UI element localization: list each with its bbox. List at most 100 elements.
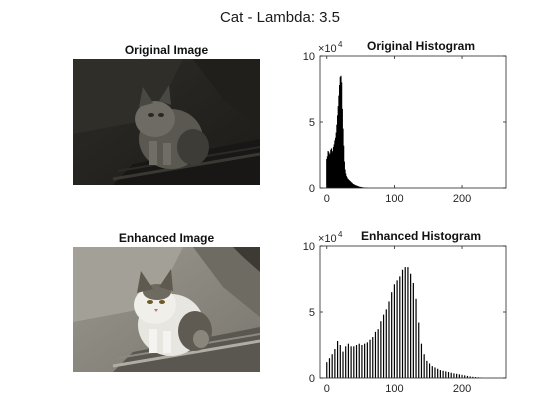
original-image-title: Original Image — [124, 43, 209, 57]
enhanced-histogram-bar — [426, 360, 428, 378]
enhanced-histogram-bar — [445, 371, 447, 378]
original-histogram-ytick-label: 10 — [303, 51, 315, 63]
original-histogram-ytick-label: 0 — [309, 183, 315, 195]
original-histogram-bar — [354, 185, 356, 188]
original-histogram-bar — [339, 77, 341, 188]
original-histogram-bar — [341, 108, 343, 188]
original-histogram-bar — [328, 152, 330, 188]
enhanced-histogram-bar — [431, 366, 433, 378]
enhanced-histogram-bar — [331, 354, 333, 378]
enhanced-histogram-bar — [391, 292, 393, 378]
enhanced-histogram-bar — [353, 346, 355, 378]
enhanced-histogram-bar — [464, 375, 466, 378]
original-histogram-bar — [360, 187, 362, 188]
enhanced-histogram-bar — [326, 362, 328, 378]
original-histogram-bar — [355, 185, 357, 188]
original-histogram-bar — [342, 128, 344, 188]
original-histogram-bar — [335, 132, 337, 188]
enhanced-histogram-exponent-label: ×10 — [318, 233, 337, 245]
enhanced-histogram-bar — [407, 267, 409, 378]
original-histogram-bar — [352, 184, 354, 188]
enhanced-histogram-bar — [428, 363, 431, 378]
enhanced-histogram-bar — [342, 351, 344, 378]
original-histogram-bar — [351, 183, 354, 188]
enhanced-histogram-bar — [410, 273, 412, 378]
original-histogram-bar — [353, 184, 356, 188]
original-histogram-bar — [358, 186, 360, 188]
original-histogram-bar — [332, 152, 334, 188]
original-histogram-bar — [338, 95, 340, 188]
enhanced-histogram-bar — [345, 346, 347, 378]
original-histogram-bar — [351, 182, 353, 188]
enhanced-histogram-bar — [388, 301, 390, 378]
enhanced-histogram-xtick-label: 200 — [453, 383, 471, 395]
original-histogram-chart: 0 100 200 0 5 10×10 4 Original Histogram — [303, 39, 507, 205]
enhanced-histogram-bar — [456, 373, 458, 378]
original-histogram-bar — [343, 161, 345, 188]
original-histogram-bar — [334, 140, 336, 188]
enhanced-histogram-bar — [450, 372, 452, 378]
enhanced-histogram-ytick-label: 5 — [309, 307, 315, 319]
original-histogram-bar — [344, 169, 346, 188]
enhanced-histogram-bar — [434, 367, 436, 378]
original-histogram-bar — [349, 181, 352, 188]
original-histogram-bar — [336, 115, 339, 188]
original-histogram-bar — [326, 158, 328, 188]
enhanced-histogram-bar — [412, 282, 414, 378]
original-histogram-bar — [330, 149, 332, 188]
enhanced-histogram-bar — [453, 373, 455, 378]
original-histogram-xtick-label: 200 — [453, 193, 471, 205]
enhanced-histogram-bar — [380, 321, 382, 378]
original-histogram-exponent-power: 4 — [338, 40, 343, 49]
original-histogram-bar — [337, 106, 339, 188]
enhanced-histogram-bar — [469, 376, 471, 378]
enhanced-histogram-bar — [437, 368, 439, 378]
enhanced-histogram-bar — [393, 284, 395, 378]
enhanced-histogram-ytick-label: 10 — [303, 241, 315, 253]
original-histogram-bar — [334, 137, 337, 188]
enhanced-histogram-bar — [350, 346, 352, 378]
enhanced-histogram-bar — [366, 342, 368, 378]
original-histogram-bar — [346, 177, 348, 188]
enhanced-histogram-bar — [358, 343, 360, 378]
original-histogram-xtick-label: 0 — [324, 193, 330, 205]
enhanced-histogram-bar — [399, 276, 401, 378]
original-histogram-title: Original Histogram — [367, 39, 475, 53]
original-histogram-bar — [340, 75, 342, 188]
original-histogram-bar — [347, 178, 349, 188]
original-histogram-bar — [350, 182, 352, 188]
original-histogram-bar — [333, 144, 335, 188]
enhanced-image — [73, 247, 260, 372]
original-histogram-bar — [328, 155, 331, 188]
original-histogram-bar — [357, 186, 359, 188]
original-histogram-bar — [330, 148, 333, 188]
original-histogram-xtick-label: 100 — [385, 193, 403, 205]
enhanced-histogram-bar — [377, 329, 379, 378]
original-histogram-bar — [359, 186, 362, 188]
enhanced-histogram-bar — [385, 309, 387, 378]
enhanced-histogram-bar — [418, 322, 420, 378]
enhanced-histogram-bar — [423, 354, 425, 378]
enhanced-histogram-xtick-label: 0 — [324, 383, 330, 395]
original-histogram-bar — [355, 185, 358, 188]
original-histogram-bar — [345, 173, 347, 188]
enhanced-histogram-bar — [369, 339, 371, 378]
enhanced-histogram-bar — [396, 280, 398, 378]
original-histogram-bar — [327, 151, 329, 188]
enhanced-histogram-bar — [347, 343, 350, 378]
enhanced-histogram-bar — [361, 345, 363, 378]
enhanced-histogram-bar — [404, 267, 406, 378]
original-histogram-bar — [339, 85, 341, 188]
original-histogram-bar — [359, 186, 361, 188]
original-histogram-bar — [332, 147, 335, 188]
enhanced-histogram-bar — [339, 345, 341, 378]
original-histogram-ytick-label: 5 — [309, 117, 315, 129]
original-histogram-plot-area — [320, 56, 506, 188]
original-histogram-bar — [336, 124, 338, 188]
enhanced-histogram-bar — [420, 343, 423, 378]
enhanced-histogram-xtick-label: 100 — [385, 383, 403, 395]
enhanced-histogram-bar — [458, 374, 460, 378]
enhanced-image-title: Enhanced Image — [118, 231, 215, 245]
enhanced-histogram-bar — [328, 358, 331, 378]
enhanced-histogram-bar — [334, 348, 336, 378]
